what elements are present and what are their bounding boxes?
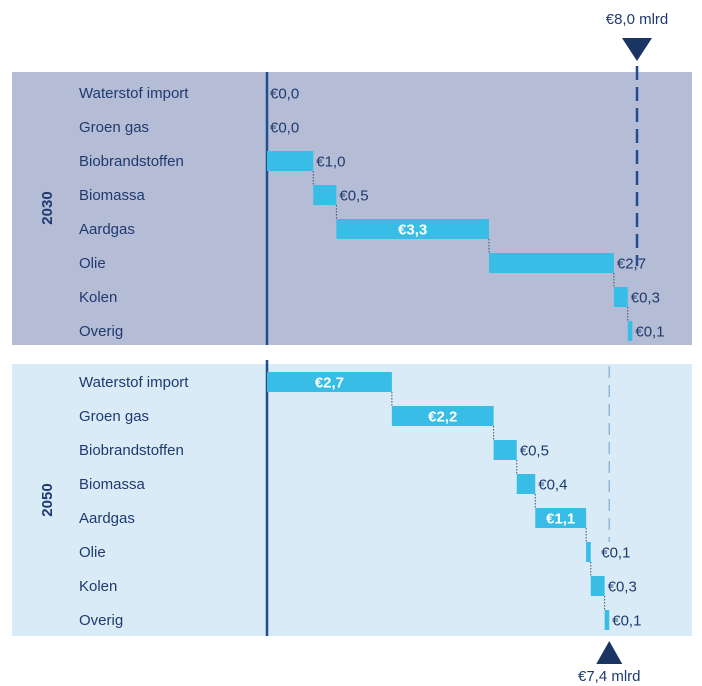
category-label-2030-5: Aardgas bbox=[79, 221, 135, 238]
bar-2050-6 bbox=[586, 542, 591, 562]
category-label-2030-2: Groen gas bbox=[79, 119, 149, 136]
total-label-2030: €8,0 mlrd bbox=[606, 11, 669, 28]
category-label-2050-7: Kolen bbox=[79, 578, 117, 595]
category-label-2050-3: Biobrandstoffen bbox=[79, 442, 184, 459]
bar-2050-8 bbox=[604, 610, 610, 630]
bar-2050-3 bbox=[493, 440, 517, 460]
category-label-2050-6: Olie bbox=[79, 544, 106, 561]
category-label-2050-4: Biomassa bbox=[79, 476, 146, 493]
panel-2030-background bbox=[12, 72, 692, 345]
bar-2030-4 bbox=[313, 185, 337, 205]
bar-2050-1 bbox=[267, 372, 392, 392]
value-label-2050-1: €2,7 bbox=[315, 375, 344, 392]
category-label-2050-8: Overig bbox=[79, 612, 123, 629]
value-label-2050-8: €0,1 bbox=[612, 613, 641, 630]
value-label-2030-4: €0,5 bbox=[339, 188, 368, 205]
category-label-2050-2: Groen gas bbox=[79, 408, 149, 425]
bar-2050-7 bbox=[590, 576, 605, 596]
total-label-2050: €7,4 mlrd bbox=[578, 668, 641, 685]
value-label-2030-3: €1,0 bbox=[316, 154, 345, 171]
category-label-2030-6: Olie bbox=[79, 255, 106, 272]
category-label-2030-7: Kolen bbox=[79, 289, 117, 306]
panel-2050-title: 2050 bbox=[39, 483, 56, 516]
value-label-2050-7: €0,3 bbox=[608, 579, 637, 596]
bar-2050-2 bbox=[391, 406, 494, 426]
bar-2050-4 bbox=[516, 474, 536, 494]
value-label-2050-6: €0,1 bbox=[601, 545, 630, 562]
category-label-2030-3: Biobrandstoffen bbox=[79, 153, 184, 170]
bar-2030-8 bbox=[627, 321, 633, 341]
value-label-2050-5: €1,1 bbox=[546, 511, 575, 528]
value-label-2030-7: €0,3 bbox=[631, 290, 660, 307]
bar-2030-6 bbox=[489, 253, 614, 273]
value-label-2030-8: €0,1 bbox=[635, 324, 664, 341]
total-marker-2050 bbox=[596, 641, 623, 664]
bar-2050-5 bbox=[535, 508, 587, 528]
panel-2030-title: 2030 bbox=[39, 191, 56, 224]
value-label-2050-3: €0,5 bbox=[520, 443, 549, 460]
total-marker-2030 bbox=[622, 38, 652, 61]
value-label-2030-2: €0,0 bbox=[270, 120, 299, 137]
bar-2030-3 bbox=[267, 151, 314, 171]
value-label-2050-4: €0,4 bbox=[538, 477, 567, 494]
category-label-2050-1: Waterstof import bbox=[79, 374, 189, 391]
value-label-2050-2: €2,2 bbox=[428, 409, 457, 426]
bar-2030-5 bbox=[336, 219, 489, 239]
category-label-2030-1: Waterstof import bbox=[79, 85, 189, 102]
category-label-2050-5: Aardgas bbox=[79, 510, 135, 527]
value-label-2030-6: €2,7 bbox=[617, 256, 646, 273]
bar-2030-7 bbox=[613, 287, 628, 307]
value-label-2030-5: €3,3 bbox=[398, 222, 427, 239]
value-label-2030-1: €0,0 bbox=[270, 86, 299, 103]
panel-2050-background bbox=[12, 364, 692, 636]
category-label-2030-4: Biomassa bbox=[79, 187, 146, 204]
category-label-2030-8: Overig bbox=[79, 323, 123, 340]
